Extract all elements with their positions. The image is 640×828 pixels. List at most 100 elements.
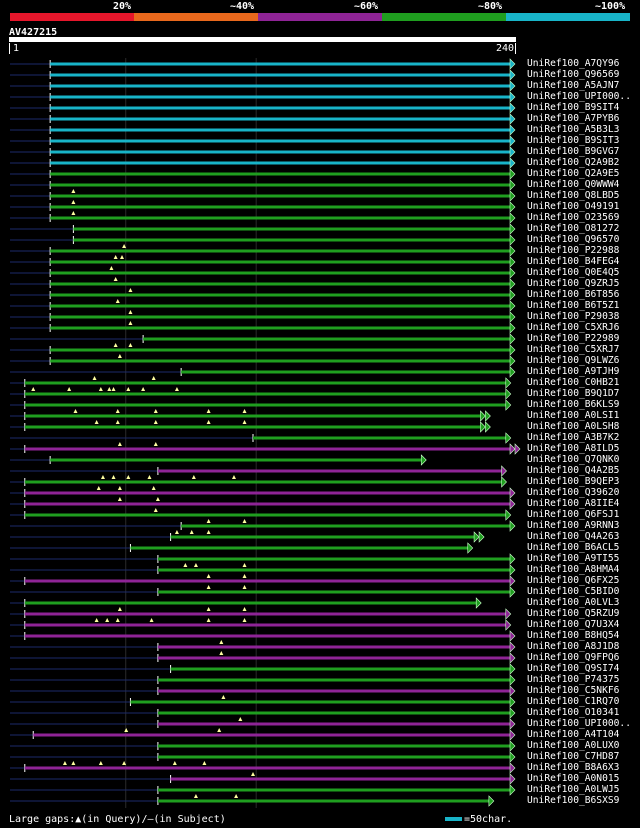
hit-label[interactable]: UniRef100_B9SIT3 <box>527 135 620 146</box>
hit-label[interactable]: UniRef100_A9RNN3 <box>527 520 620 531</box>
hit-bar[interactable] <box>50 84 511 88</box>
hit-label[interactable]: UniRef100_A8J1D8 <box>527 641 620 652</box>
hit-label[interactable]: UniRef100_Q6FSJ1 <box>527 509 620 520</box>
hit-row[interactable] <box>10 387 512 400</box>
hit-bar[interactable] <box>24 447 511 451</box>
hit-row[interactable] <box>10 420 491 433</box>
hit-row[interactable] <box>10 135 516 147</box>
hit-row[interactable] <box>10 299 516 312</box>
hit-bar[interactable] <box>50 150 511 154</box>
hit-label[interactable]: UniRef100_Q2A9E5 <box>527 168 620 179</box>
hit-bar[interactable] <box>50 139 511 143</box>
hit-row[interactable] <box>10 234 516 246</box>
hit-bar[interactable] <box>24 766 511 770</box>
hit-label[interactable]: UniRef100_Q9SI74 <box>527 663 620 674</box>
hit-row[interactable] <box>10 432 512 444</box>
hit-row[interactable] <box>10 288 516 301</box>
hit-bar[interactable] <box>24 502 511 506</box>
hit-row[interactable] <box>10 376 512 389</box>
hit-bar[interactable] <box>50 458 423 462</box>
hit-label[interactable]: UniRef100_P22988 <box>527 245 620 256</box>
hit-bar[interactable] <box>50 194 511 198</box>
hit-row[interactable] <box>10 751 516 763</box>
hit-label[interactable]: UniRef100_A5AJN7 <box>527 80 620 91</box>
hit-row[interactable] <box>10 717 516 730</box>
hit-label[interactable]: UniRef100_A7PYB6 <box>527 113 620 124</box>
hit-bar[interactable] <box>157 755 511 759</box>
hit-row[interactable] <box>10 574 516 587</box>
hit-label[interactable]: UniRef100_A0LWJ5 <box>527 784 620 795</box>
hit-bar[interactable] <box>170 535 476 539</box>
hit-row[interactable] <box>10 475 507 488</box>
hit-bar[interactable] <box>157 645 511 649</box>
hit-bar[interactable] <box>24 623 507 627</box>
hit-label[interactable]: UniRef100_C5BID0 <box>527 586 620 597</box>
hit-row[interactable] <box>10 442 521 455</box>
hit-bar[interactable] <box>50 95 511 99</box>
hit-bar[interactable] <box>50 117 511 121</box>
hit-bar[interactable] <box>24 425 482 429</box>
hit-bar[interactable] <box>50 62 511 66</box>
hit-row[interactable] <box>10 707 516 719</box>
hit-label[interactable]: UniRef100_A8IIE4 <box>527 498 620 509</box>
hit-row[interactable] <box>10 277 516 290</box>
hit-label[interactable]: UniRef100_O10341 <box>527 707 620 718</box>
hit-bar[interactable] <box>50 260 511 264</box>
hit-row[interactable] <box>10 695 516 708</box>
hit-bar[interactable] <box>157 469 503 473</box>
hit-bar[interactable] <box>24 392 507 396</box>
hit-bar[interactable] <box>24 491 511 495</box>
hit-row[interactable] <box>10 223 516 235</box>
hit-bar[interactable] <box>157 568 511 572</box>
hit-label[interactable]: UniRef100_Q96569 <box>527 69 620 80</box>
hit-bar[interactable] <box>50 293 511 297</box>
hit-label[interactable]: UniRef100_P74375 <box>527 674 620 685</box>
hit-row[interactable] <box>10 728 516 741</box>
hit-label[interactable]: UniRef100_Q7U3X4 <box>527 619 620 630</box>
hit-label[interactable]: UniRef100_A0LSH8 <box>527 421 620 432</box>
hit-bar[interactable] <box>50 216 511 220</box>
hit-row[interactable] <box>10 761 516 774</box>
hit-bar[interactable] <box>181 524 511 528</box>
hit-row[interactable] <box>10 321 516 334</box>
hit-bar[interactable] <box>24 601 478 605</box>
hit-bar[interactable] <box>143 337 511 341</box>
hit-bar[interactable] <box>170 667 512 671</box>
hit-row[interactable] <box>10 168 516 180</box>
hit-bar[interactable] <box>157 722 511 726</box>
hit-row[interactable] <box>10 211 516 224</box>
hit-row[interactable] <box>10 58 516 70</box>
hit-row[interactable] <box>10 542 474 554</box>
hit-row[interactable] <box>10 530 485 543</box>
hit-label[interactable]: UniRef100_Q96570 <box>527 234 620 245</box>
hit-bar[interactable] <box>24 480 503 484</box>
hit-bar[interactable] <box>157 799 490 803</box>
hit-row[interactable] <box>10 630 516 642</box>
hit-bar[interactable] <box>50 271 511 275</box>
hit-row[interactable] <box>10 157 516 169</box>
hit-label[interactable]: UniRef100_C0HB21 <box>527 377 620 388</box>
hit-label[interactable]: UniRef100_A9TJH9 <box>527 366 620 377</box>
hit-label[interactable]: UniRef100_B6ACL5 <box>527 542 620 553</box>
hit-label[interactable]: UniRef100_Q9ZRJ5 <box>527 278 620 289</box>
hit-bar[interactable] <box>50 359 511 363</box>
hit-bar[interactable] <box>50 106 511 110</box>
hit-label[interactable]: UniRef100_O49191 <box>527 201 620 212</box>
hit-label[interactable]: UniRef100_B9QEP3 <box>527 476 620 487</box>
hit-row[interactable] <box>10 333 516 345</box>
hit-label[interactable]: UniRef100_A0LSI1 <box>527 410 620 421</box>
hit-label[interactable]: UniRef100_Q0E4Q5 <box>527 267 620 278</box>
hit-bar[interactable] <box>157 689 511 693</box>
hit-bar[interactable] <box>157 557 511 561</box>
hit-label[interactable]: UniRef100_A8ILD5 <box>527 443 620 454</box>
hit-bar[interactable] <box>50 161 511 165</box>
hit-bar[interactable] <box>50 183 511 187</box>
hit-label[interactable]: UniRef100_B4FEG4 <box>527 256 620 267</box>
hit-label[interactable]: UniRef100_Q9FPQ6 <box>527 652 620 663</box>
hit-row[interactable] <box>10 354 516 367</box>
hit-row[interactable] <box>10 597 482 609</box>
hit-label[interactable]: UniRef100_B8A6X3 <box>527 762 620 773</box>
hit-bar[interactable] <box>170 777 512 781</box>
hit-bar[interactable] <box>33 733 512 737</box>
hit-bar[interactable] <box>50 315 511 319</box>
